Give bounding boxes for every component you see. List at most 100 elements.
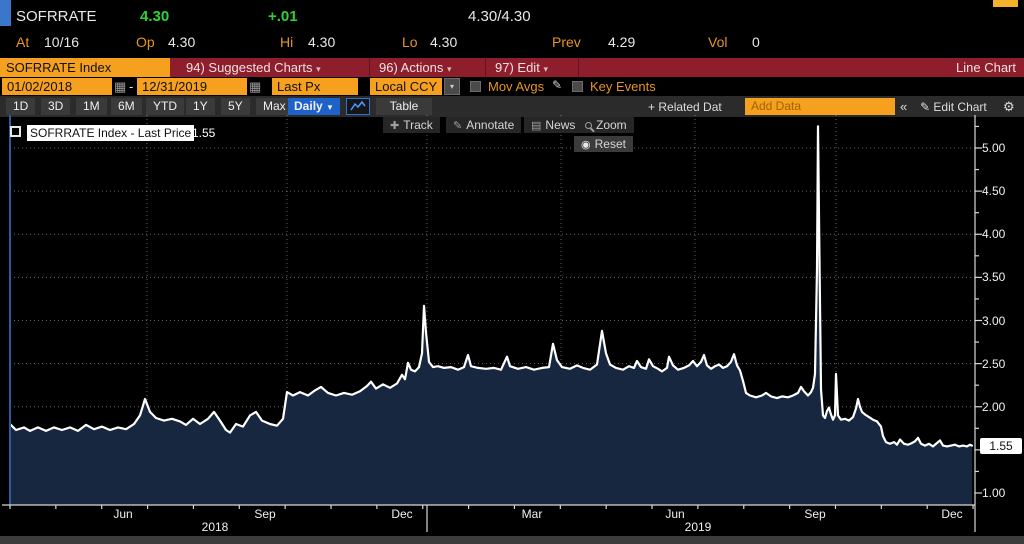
y-axis-label: 3.50	[982, 270, 1006, 285]
period-bar: 1D 3D 1M 6M YTD 1Y 5Y Max Daily ▼ Table + Relat…	[0, 96, 1024, 117]
annotate-icon: ✎	[453, 120, 463, 132]
menu-item--edit[interactable]: 97) Edit ▾	[487, 58, 579, 77]
news-label: News	[545, 118, 576, 132]
at-time: 10/16	[44, 34, 80, 50]
bottom-strip	[0, 536, 1024, 544]
x-axis-label: Dec	[391, 507, 413, 521]
collapse-button[interactable]: «	[900, 99, 908, 114]
annotate-button[interactable]: ✎ Annotate	[446, 117, 522, 133]
ticker-symbol: SOFRRATE	[16, 8, 97, 25]
legend-label[interactable]: SOFRRATE Index - Last Price	[27, 125, 195, 141]
line-chart-icon	[350, 100, 366, 111]
plus-icon: +	[648, 100, 656, 114]
y-axis-label: 2.50	[982, 356, 1006, 371]
high-value: 4.30	[308, 34, 336, 50]
y-axis-label: 3.00	[982, 313, 1006, 328]
panel-focus-marker	[0, 0, 11, 26]
prev-label: Prev	[552, 34, 581, 50]
price-source-select[interactable]: Last Px	[272, 78, 358, 95]
reset-button[interactable]: ◉ Reset	[574, 136, 633, 152]
price-change: +.01	[268, 8, 298, 25]
chart-type-label: Line Chart	[956, 60, 1016, 75]
low-value: 4.30	[430, 34, 458, 50]
pencil-icon: ✎	[920, 100, 931, 114]
calendar-icon[interactable]: ▦	[249, 79, 262, 94]
zoom-button[interactable]: Zoom	[578, 117, 634, 133]
period-button-5y[interactable]: 5Y	[221, 98, 250, 115]
last-price: 4.30	[140, 8, 170, 25]
high-label: Hi	[280, 34, 294, 50]
frequency-label: Daily	[294, 99, 323, 113]
track-button[interactable]: ✚ Track	[383, 117, 440, 133]
tab-indicator	[993, 0, 1018, 7]
period-button-3d[interactable]: 3D	[41, 98, 71, 115]
frequency-dropdown[interactable]: Daily ▼	[288, 98, 340, 115]
security-input[interactable]: SOFRRATE Index	[0, 58, 170, 77]
x-axis-label: Jun	[113, 507, 133, 521]
period-button-6m[interactable]: 6M	[111, 98, 142, 115]
menu-bar: SOFRRATE Index 94) Suggested Charts ▾ 96)…	[0, 58, 1024, 77]
period-button-1d[interactable]: 1D	[6, 98, 36, 115]
key-events-label[interactable]: Key Events	[590, 79, 656, 94]
reset-icon: ◉	[581, 139, 591, 151]
add-data-input[interactable]: Add Data	[745, 98, 895, 115]
date-separator: -	[129, 79, 134, 94]
x-axis-year-label: 2019	[684, 520, 712, 534]
period-button-ytd[interactable]: YTD	[146, 98, 184, 115]
chevron-down-icon: ▼	[326, 103, 334, 112]
news-button[interactable]: ▤ News	[524, 117, 583, 133]
open-label: Op	[136, 34, 155, 50]
calendar-icon[interactable]: ▦	[114, 79, 127, 94]
y-axis-label: 4.50	[982, 184, 1006, 199]
related-data-button[interactable]: + Related Dat	[648, 100, 722, 114]
mov-avgs-pencil-icon[interactable]: ✎	[552, 78, 563, 92]
related-data-label: Related Dat	[658, 100, 722, 114]
period-button-1m[interactable]: 1M	[76, 98, 107, 115]
x-axis-label: Jun	[665, 507, 685, 521]
chevron-down-icon: ▾	[446, 64, 452, 74]
reset-label: Reset	[594, 137, 626, 151]
date-to-input[interactable]: 12/31/2019	[137, 78, 247, 95]
table-button[interactable]: Table	[376, 98, 432, 115]
legend-value: 1.55	[192, 126, 216, 140]
prev-value: 4.29	[608, 34, 636, 50]
x-axis-year-label: 2018	[201, 520, 229, 534]
y-axis-label: 4.00	[982, 227, 1006, 242]
track-label: Track	[403, 118, 433, 132]
volume-label: Vol	[708, 34, 728, 50]
zoom-label: Zoom	[596, 118, 627, 132]
currency-dropdown-button[interactable]: ▾	[444, 78, 460, 95]
line-chart-style-button[interactable]	[346, 98, 370, 115]
last-price-axis-chip: 1.55	[980, 437, 1022, 454]
menu-item--suggested-charts[interactable]: 94) Suggested Charts ▾	[178, 58, 370, 77]
legend-checkbox[interactable]	[10, 126, 21, 137]
edit-chart-button[interactable]: ✎ Edit Chart	[920, 100, 987, 114]
key-events-checkbox[interactable]	[572, 81, 583, 92]
mov-avgs-checkbox[interactable]	[470, 81, 481, 92]
y-axis-label: 2.00	[982, 399, 1006, 414]
price-line	[8, 125, 974, 448]
currency-select[interactable]: Local CCY	[370, 78, 442, 95]
track-icon: ✚	[390, 120, 400, 132]
bid-ask: 4.30/4.30	[468, 8, 531, 25]
edit-chart-label: Edit Chart	[933, 100, 987, 114]
gear-icon[interactable]: ⚙	[1003, 99, 1015, 114]
mov-avgs-label[interactable]: Mov Avgs	[488, 79, 545, 94]
magnifier-icon	[585, 122, 592, 129]
at-label: At	[16, 34, 30, 50]
menu-item--actions[interactable]: 96) Actions ▾	[371, 58, 486, 77]
period-button-max[interactable]: Max	[256, 98, 293, 115]
x-axis-label: Sep	[804, 507, 826, 521]
x-axis-label: Mar	[521, 507, 543, 521]
y-axis-label: 5.00	[982, 141, 1006, 155]
volume-value: 0	[752, 34, 760, 50]
period-button-1y[interactable]: 1Y	[186, 98, 215, 115]
date-from-input[interactable]: 01/02/2018	[2, 78, 112, 95]
open-value: 4.30	[168, 34, 196, 50]
y-axis-label: 1.00	[982, 486, 1006, 500]
x-axis-label: Dec	[941, 507, 963, 521]
chevron-down-icon: ▾	[316, 64, 321, 74]
annotate-label: Annotate	[466, 118, 515, 132]
